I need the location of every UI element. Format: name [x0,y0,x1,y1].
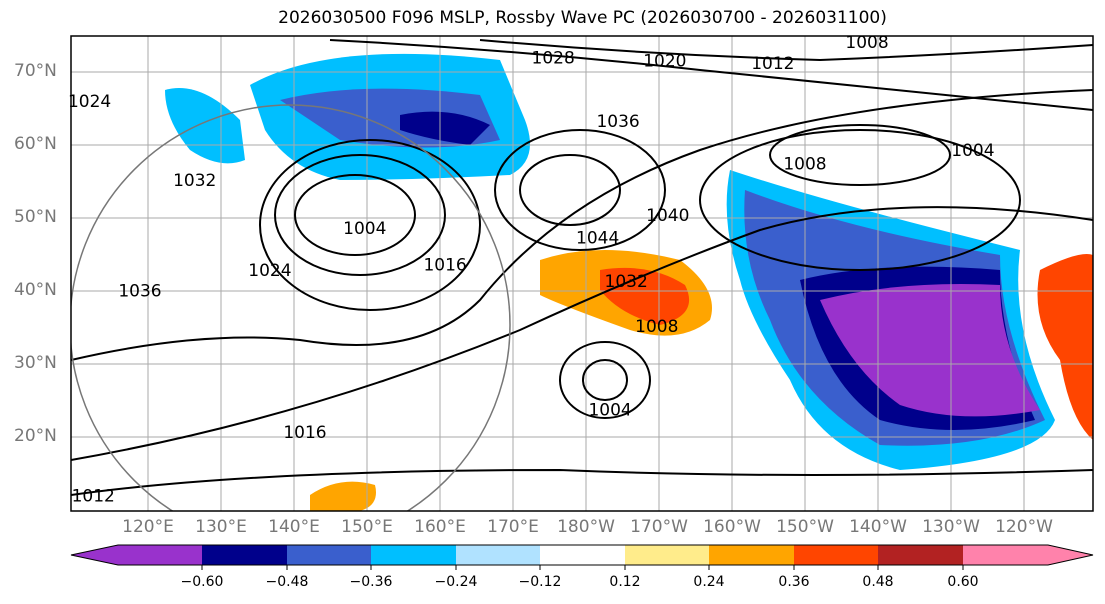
colorbar-swatch [287,545,371,565]
lon-label: 120°W [995,517,1053,537]
colorbar-tick-label: 0.12 [609,574,641,590]
lat-label: 20°N [14,426,57,446]
isobar-label: 1036 [118,281,161,301]
isobar-label: 1032 [605,272,648,292]
isobar-label: 1008 [845,33,888,53]
lat-label: 70°N [14,61,57,81]
shading-layer [165,53,1093,511]
isobar-label: 1032 [173,171,216,191]
colorbar-swatch [202,545,287,565]
lon-label: 160°W [703,517,761,537]
colorbar-swatch [540,545,625,565]
colorbar-swatch [71,545,202,565]
isobar-label: 1004 [951,141,994,161]
lat-label: 60°N [14,134,57,154]
colorbar-swatch [371,545,456,565]
isobar-label: 1036 [596,112,639,132]
negative-anomaly-nw [165,88,245,164]
isobar-label: 1044 [576,229,619,249]
lon-label: 140°W [849,517,907,537]
colorbar-swatch [963,545,1093,565]
isobar-label: 1024 [248,261,291,281]
lon-label: 160°E [414,517,466,537]
lon-label: 170°W [630,517,688,537]
positive-anomaly-coast [1037,254,1093,440]
isobar-label: 1012 [72,486,115,506]
map-frame [70,35,1094,512]
chart-title: 2026030500 F096 MSLP, Rossby Wave PC (20… [278,8,887,28]
isobar-label: 1008 [635,317,678,337]
contour-labels: 1008 1028 1020 1012 1024 1036 1004 1008 1032 1040… [68,33,995,506]
colorbar-swatch [709,545,794,565]
colorbar-tick-label: −0.24 [434,574,478,590]
positive-anomaly-south [310,481,376,511]
colorbar-tick-label: −0.36 [349,574,393,590]
lon-label: 140°E [268,517,320,537]
colorbar [70,544,1094,570]
colorbar-swatch [456,545,540,565]
colorbar-tick-label: 0.36 [778,574,810,590]
isobar-label: 1020 [643,51,686,71]
lon-label: 180°W [557,517,615,537]
lon-label: 150°W [776,517,834,537]
lon-label: 150°E [341,517,393,537]
isobar-label: 1016 [423,256,466,276]
isobar-label: 1004 [343,219,386,239]
isobar-label: 1004 [588,400,631,420]
negative-anomaly-west-deep [400,111,490,145]
isobar-label: 1028 [532,48,575,68]
lon-label: 170°E [487,517,539,537]
lat-label: 50°N [14,207,57,227]
colorbar-tick-label: −0.12 [518,574,562,590]
range-circle [71,104,511,511]
isobar-label: 1040 [646,206,689,226]
lat-label: 30°N [14,353,57,373]
negative-anomaly-east-strong [820,284,1040,417]
lon-label: 120°E [122,517,174,537]
isobar-label: 1016 [283,423,326,443]
colorbar-swatch [794,545,878,565]
colorbar-tick-label: 0.24 [693,574,725,590]
lon-label: 130°W [922,517,980,537]
colorbar-tick-label: −0.60 [180,574,224,590]
lon-label: 130°E [195,517,247,537]
lat-label: 40°N [14,280,57,300]
isobar-label: 1012 [751,54,794,74]
isobar-label: 1024 [68,92,111,112]
isobars [71,39,1093,496]
isobar-label: 1008 [783,154,826,174]
gridlines [71,36,1093,511]
colorbar-swatch [878,545,963,565]
colorbar-tick-label: −0.48 [265,574,309,590]
colorbar-swatch [625,545,709,565]
colorbar-tick-label: 0.48 [862,574,894,590]
positive-anomaly-central-core [600,267,690,325]
colorbar-tick-label: 0.60 [947,574,979,590]
